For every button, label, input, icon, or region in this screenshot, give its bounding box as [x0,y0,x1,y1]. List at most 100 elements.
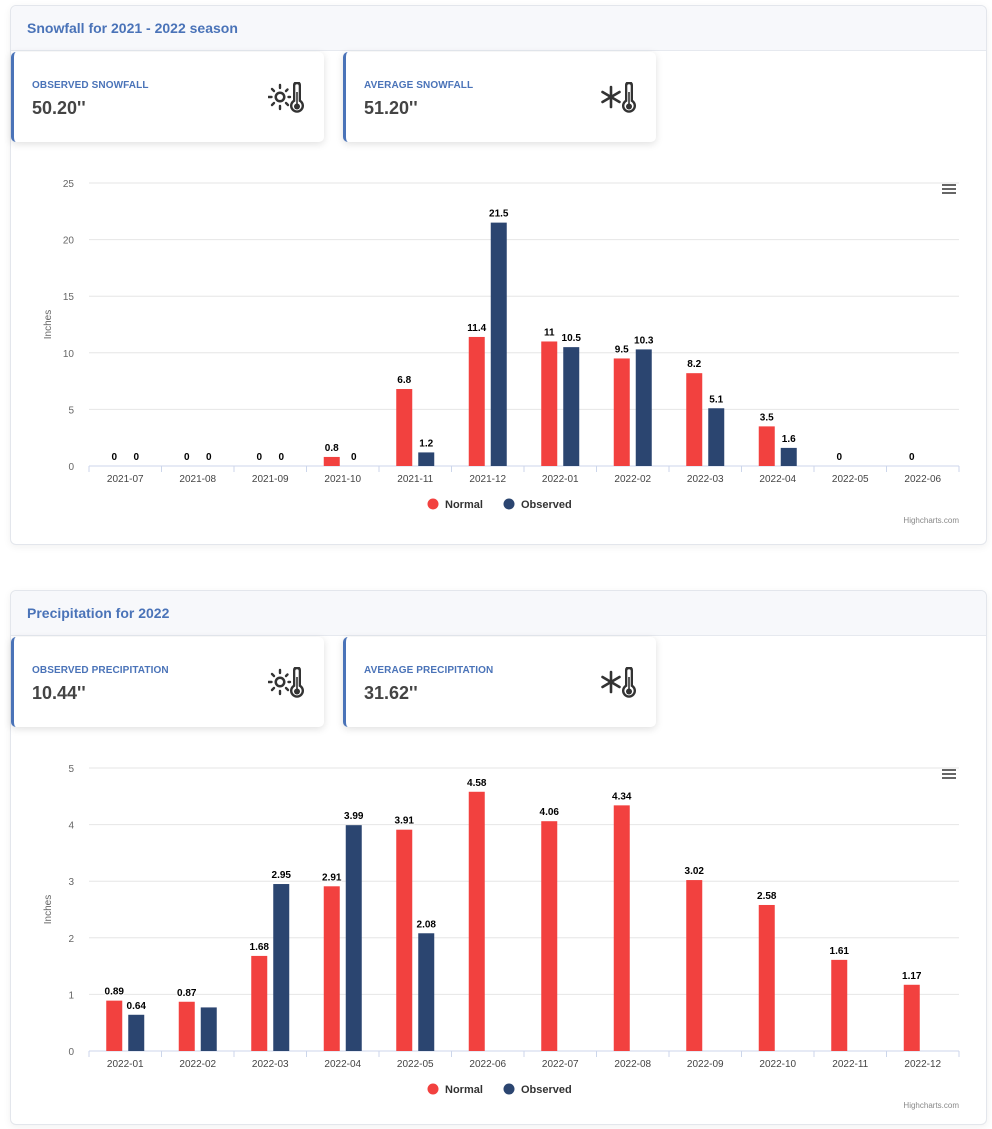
precipitation-bars: 0.890.64 0.87 1.68 2.95 2.91 3.99 3.91 2.08 4.58… [104,777,923,1051]
y-tick-label: 3 [68,877,74,888]
data-label: 8.2 [687,359,701,370]
y-tick-label: 25 [63,179,75,190]
data-label: 1.61 [830,946,850,957]
average-snowfall-label: AVERAGE SNOWFALL [364,80,474,91]
bar-normal[interactable] [541,821,558,1051]
y-axis-title: Inches [43,310,54,339]
bar-observed[interactable] [273,884,290,1051]
bar-normal[interactable] [541,341,558,466]
observed-precipitation-label: OBSERVED PRECIPITATION [32,665,169,676]
snowfall-chart: Highcharts.com 0 5 10 15 20 25 Inches 0 0 0 0 0 0 0.8… [43,179,960,525]
legend-item-normal[interactable]: Normal [427,1083,483,1097]
y-tick-label: 0 [68,1047,74,1058]
data-label: 11.4 [467,323,486,334]
bar-normal[interactable] [396,829,413,1051]
data-label: 2.95 [272,870,292,881]
data-label: 6.8 [397,375,411,386]
data-label: 4.34 [612,791,632,802]
legend-item-observed[interactable]: Observed [503,1083,572,1097]
x-tick-label: 2022-06 [469,1059,506,1070]
legend-label: Normal [445,1084,483,1096]
legend-symbol [427,1083,439,1095]
x-tick-label: 2022-10 [759,1059,796,1070]
bar-observed[interactable] [418,452,435,466]
average-precipitation-value: 31.62'' [364,683,418,703]
bar-normal[interactable] [323,456,340,466]
x-tick-label: 2021-11 [397,474,433,485]
legend-label: Observed [521,1084,572,1096]
bar-normal[interactable] [613,358,630,466]
bar-observed[interactable] [490,222,507,466]
data-label: 3.02 [685,866,705,877]
legend-label: Normal [445,499,483,511]
bar-observed[interactable] [128,1014,145,1051]
data-label: 0 [111,452,117,463]
x-tick-label: 2022-09 [687,1059,724,1070]
chart-menu-icon[interactable] [941,183,957,195]
x-tick-label: 2021-10 [324,474,361,485]
bar-normal[interactable] [468,336,485,466]
y-tick-label: 5 [68,405,74,416]
x-tick-label: 2022-11 [832,1059,868,1070]
bar-normal[interactable] [468,791,485,1051]
data-label: 4.58 [467,778,487,789]
legend: Normal Observed [427,498,572,512]
x-tick-label: 2022-08 [614,1059,651,1070]
precipitation-chart: Highcharts.com 0 1 2 3 4 5 Inches 0.890.64 0.87 1… [43,764,960,1110]
bar-normal[interactable] [323,886,340,1051]
y-tick-label: 0 [68,462,74,473]
data-label: 2.08 [417,919,437,930]
legend-symbol [503,1083,515,1095]
data-label: 1.6 [782,434,796,445]
bar-normal[interactable] [613,805,630,1051]
bar-normal[interactable] [758,904,775,1051]
y-tick-label: 20 [63,236,75,247]
data-label: 0 [256,452,262,463]
bar-observed[interactable] [780,447,797,466]
bar-normal[interactable] [758,426,775,466]
chart-credits[interactable]: Highcharts.com [903,516,959,525]
legend-symbol [503,498,515,510]
bar-normal[interactable] [686,880,703,1051]
y-tick-label: 10 [63,349,75,360]
data-label: 3.5 [760,412,774,423]
observed-precipitation-value: 10.44'' [32,683,86,703]
bar-observed[interactable] [635,349,652,466]
chart-credits[interactable]: Highcharts.com [903,1101,959,1110]
data-label: 1.68 [250,942,270,953]
legend-symbol [427,498,439,510]
precipitation-title: Precipitation for 2022 [27,605,170,621]
x-tick-label: 2022-03 [687,474,724,485]
data-label: 0.8 [325,443,339,454]
x-tick-label: 2022-02 [614,474,651,485]
bar-normal[interactable] [396,389,413,466]
x-tick-label: 2021-12 [469,474,506,485]
data-label: 9.5 [615,344,629,355]
bar-normal[interactable] [251,955,268,1051]
y-axis-title: Inches [43,895,54,924]
legend-item-normal[interactable]: Normal [427,498,483,512]
bar-observed[interactable] [563,347,580,466]
bar-normal[interactable] [686,373,703,466]
bar-observed[interactable] [418,933,435,1051]
observed-snowfall-card: OBSERVED SNOWFALL 50.20'' [11,52,324,142]
data-label: 3.91 [395,816,415,827]
x-tick-label: 2022-05 [397,1059,434,1070]
x-tick-label: 2022-01 [542,474,579,485]
bar-observed[interactable] [708,408,725,466]
average-snowfall-card: AVERAGE SNOWFALL 51.20'' [343,52,656,142]
chart-menu-icon[interactable] [941,768,957,780]
bar-normal[interactable] [178,1001,195,1051]
bar-observed[interactable] [345,825,362,1051]
x-tick-label: 2022-04 [324,1059,361,1070]
bar-observed[interactable] [200,1007,217,1051]
bar-normal[interactable] [903,984,920,1051]
x-tick-label: 2022-06 [904,474,941,485]
sun-thermometer-icon [268,667,304,698]
observed-snowfall-value: 50.20'' [32,98,86,118]
bar-normal[interactable] [106,1000,123,1051]
precipitation-panel-header: Precipitation for 2022 [11,591,986,636]
legend-item-observed[interactable]: Observed [503,498,572,512]
bar-normal[interactable] [831,959,848,1051]
data-label: 5.1 [709,394,723,405]
